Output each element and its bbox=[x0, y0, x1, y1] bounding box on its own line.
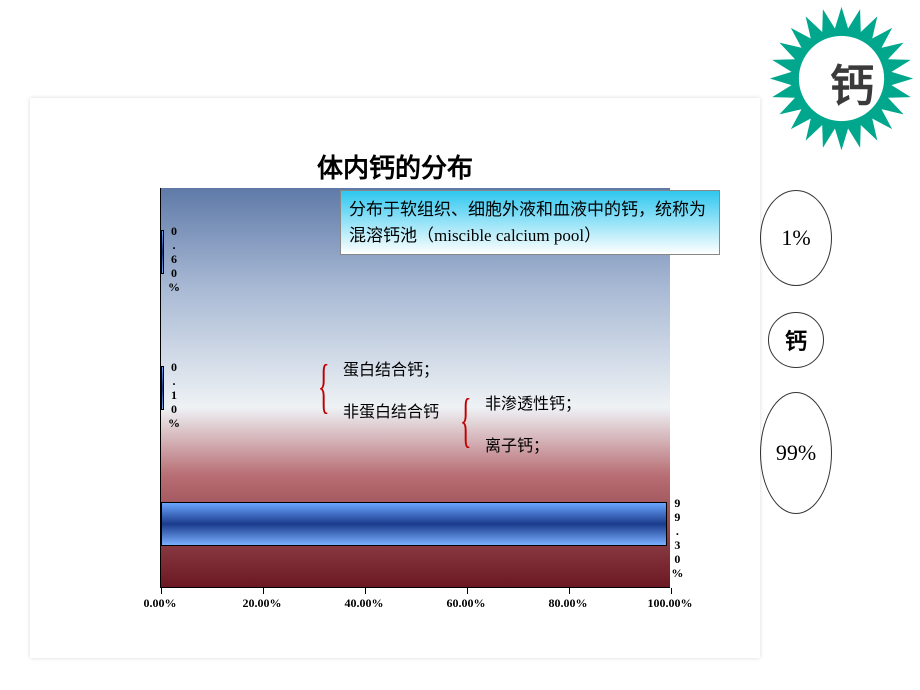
bar-value-cell_in: 0.60% bbox=[166, 224, 181, 294]
oval-99-percent: 99% bbox=[760, 392, 832, 514]
x-tick-mark-4 bbox=[569, 588, 570, 594]
x-tick-4: 80.00% bbox=[549, 596, 588, 611]
bar-cell_in bbox=[161, 230, 164, 274]
starburst-label: 钙 bbox=[830, 50, 874, 114]
bracket-left-item-1: 非蛋白结合钙 bbox=[343, 398, 439, 422]
x-tick-mark-2 bbox=[365, 588, 366, 594]
x-tick-3: 60.00% bbox=[447, 596, 486, 611]
oval-calcium-label: 钙 bbox=[785, 324, 807, 356]
oval-1-percent-label: 1% bbox=[781, 225, 810, 251]
info-box: 分布于软组织、细胞外液和血液中的钙，统称为混溶钙池（miscible calci… bbox=[340, 190, 720, 255]
x-tick-1: 20.00% bbox=[243, 596, 282, 611]
x-tick-5: 100.00% bbox=[648, 596, 693, 611]
x-tick-mark-1 bbox=[263, 588, 264, 594]
x-tick-mark-3 bbox=[467, 588, 468, 594]
x-tick-mark-0 bbox=[161, 588, 162, 594]
info-box-text: 分布于软组织、细胞外液和血液中的钙，统称为混溶钙池（miscible calci… bbox=[349, 200, 706, 245]
oval-1-percent: 1% bbox=[760, 190, 832, 286]
bracket-left-item-0: 蛋白结合钙； bbox=[343, 356, 439, 380]
bracket-left: { bbox=[318, 356, 330, 416]
slide-card: 体内钙的分布 0.60%0.10%99.30% 细胞内细胞外液骨骼和牙齿 0.0… bbox=[30, 98, 760, 658]
oval-99-percent-label: 99% bbox=[776, 440, 816, 466]
bar-ecf bbox=[161, 366, 164, 410]
bracket-right-item-1: 离子钙； bbox=[485, 432, 549, 456]
x-tick-mark-5 bbox=[671, 588, 672, 594]
x-tick-0: 0.00% bbox=[144, 596, 177, 611]
x-tick-2: 40.00% bbox=[345, 596, 384, 611]
bracket-right: { bbox=[460, 390, 472, 450]
chart-title: 体内钙的分布 bbox=[317, 148, 473, 185]
bar-bone bbox=[161, 502, 667, 546]
oval-calcium: 钙 bbox=[768, 312, 824, 368]
bar-value-bone: 99.30% bbox=[669, 496, 684, 580]
bar-value-ecf: 0.10% bbox=[166, 360, 181, 430]
bracket-right-item-0: 非渗透性钙； bbox=[485, 390, 581, 414]
